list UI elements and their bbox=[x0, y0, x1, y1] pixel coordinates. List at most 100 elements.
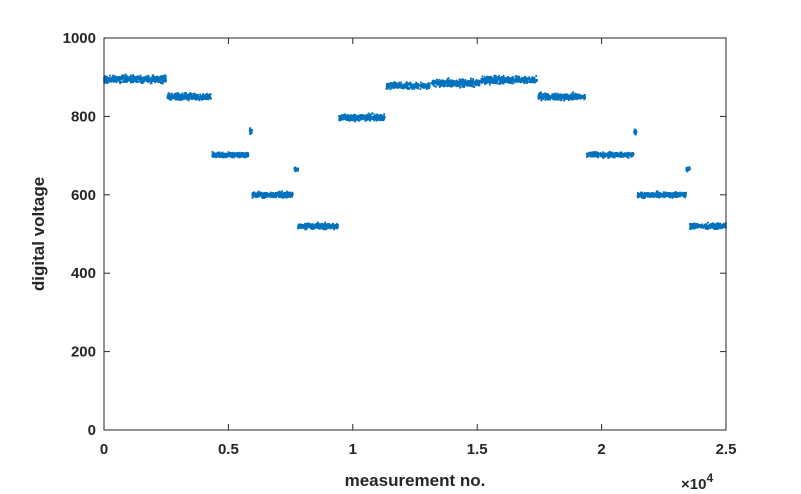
data-point bbox=[255, 196, 257, 199]
data-point bbox=[294, 168, 297, 171]
data-point bbox=[366, 113, 369, 116]
x-tick-label: 2 bbox=[597, 441, 605, 458]
data-point bbox=[131, 75, 134, 78]
data-point bbox=[274, 193, 277, 195]
data-point bbox=[717, 227, 720, 230]
data-point bbox=[218, 151, 221, 154]
x-tick-label: 2.5 bbox=[716, 441, 737, 458]
data-point bbox=[450, 85, 453, 88]
data-point bbox=[544, 92, 547, 95]
data-point bbox=[533, 76, 536, 79]
data-point bbox=[484, 78, 487, 81]
data-point bbox=[324, 225, 327, 228]
data-point bbox=[362, 117, 365, 120]
data-point bbox=[542, 96, 545, 99]
data-point bbox=[280, 191, 283, 194]
data-point bbox=[338, 115, 341, 118]
data-point bbox=[633, 129, 636, 132]
data-point bbox=[180, 98, 183, 101]
data-point bbox=[685, 167, 688, 169]
data-point bbox=[301, 227, 304, 229]
data-point bbox=[148, 80, 151, 82]
data-point bbox=[261, 196, 264, 199]
data-point bbox=[206, 94, 209, 97]
data-point bbox=[201, 96, 204, 99]
data-point bbox=[685, 192, 687, 194]
data-point bbox=[689, 224, 692, 227]
data-point bbox=[540, 91, 542, 94]
data-point bbox=[115, 79, 118, 82]
data-point bbox=[207, 98, 209, 101]
data-point bbox=[308, 226, 311, 228]
data-point bbox=[563, 93, 565, 96]
data-point bbox=[620, 151, 623, 154]
data-point bbox=[321, 222, 323, 225]
data-point bbox=[216, 155, 219, 158]
data-point bbox=[714, 225, 717, 228]
data-point bbox=[193, 97, 196, 100]
data-point bbox=[680, 194, 683, 197]
data-point bbox=[557, 98, 560, 101]
data-point bbox=[626, 156, 629, 158]
data-point bbox=[563, 99, 566, 102]
data-point bbox=[279, 193, 282, 196]
data-point bbox=[211, 154, 214, 156]
data-point bbox=[176, 95, 179, 97]
data-point bbox=[682, 193, 685, 196]
data-point bbox=[129, 77, 132, 80]
data-point bbox=[664, 193, 667, 196]
data-point bbox=[466, 80, 469, 83]
data-point bbox=[312, 227, 315, 230]
data-point bbox=[676, 193, 679, 196]
data-point bbox=[471, 83, 474, 86]
data-point bbox=[511, 77, 513, 80]
data-point bbox=[113, 75, 116, 78]
data-point bbox=[648, 196, 651, 198]
data-point bbox=[634, 132, 637, 135]
data-point bbox=[218, 156, 220, 158]
data-point bbox=[438, 78, 441, 81]
data-point bbox=[401, 86, 404, 88]
data-point bbox=[132, 80, 135, 82]
data-point bbox=[327, 224, 330, 227]
data-point bbox=[683, 192, 685, 195]
data-point bbox=[349, 115, 352, 118]
data-point bbox=[297, 227, 300, 230]
data-point bbox=[455, 81, 457, 83]
data-point bbox=[492, 79, 494, 82]
y-tick-label: 200 bbox=[71, 344, 96, 361]
data-point bbox=[637, 196, 640, 199]
data-point bbox=[196, 95, 199, 98]
data-point bbox=[542, 98, 544, 101]
data-point bbox=[351, 114, 354, 117]
data-point bbox=[694, 226, 697, 229]
data-point bbox=[559, 96, 562, 99]
data-point bbox=[172, 97, 175, 99]
data-point bbox=[710, 225, 713, 228]
data-point bbox=[460, 83, 463, 86]
data-point bbox=[417, 87, 420, 90]
data-point bbox=[719, 223, 721, 226]
plot-background bbox=[104, 38, 726, 430]
data-point bbox=[540, 99, 543, 102]
data-point bbox=[416, 84, 419, 86]
data-point bbox=[705, 226, 708, 229]
data-point bbox=[493, 76, 496, 79]
data-point bbox=[642, 193, 645, 196]
data-point bbox=[135, 76, 138, 78]
data-point bbox=[488, 78, 491, 81]
data-point bbox=[123, 78, 126, 80]
data-point bbox=[404, 84, 407, 87]
data-point bbox=[691, 224, 694, 227]
data-point bbox=[711, 226, 714, 229]
data-point bbox=[167, 93, 170, 96]
data-point bbox=[635, 130, 638, 133]
data-point bbox=[427, 84, 430, 87]
data-point bbox=[108, 78, 111, 81]
data-point bbox=[196, 97, 198, 100]
data-point bbox=[373, 117, 376, 120]
data-point bbox=[253, 194, 256, 197]
data-point bbox=[247, 155, 250, 157]
data-point bbox=[560, 95, 563, 97]
